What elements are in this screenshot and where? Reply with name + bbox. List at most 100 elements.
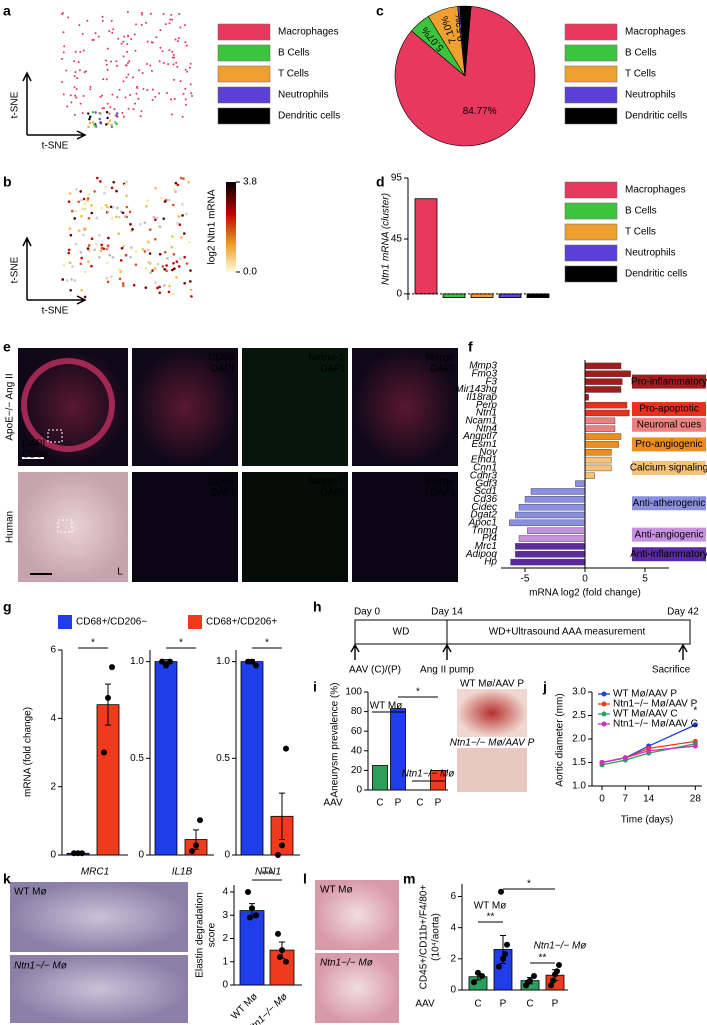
tsne-dot — [114, 121, 117, 124]
tsne-dot — [105, 63, 108, 66]
tsne-dot — [61, 12, 64, 15]
image — [242, 348, 348, 466]
tsne-dot — [174, 38, 177, 41]
tsne-dot — [105, 123, 108, 126]
tsne-dot — [170, 13, 173, 16]
data-point — [167, 658, 173, 665]
tsne-dot — [158, 285, 161, 289]
y-tick-label: 4 — [450, 922, 456, 933]
gene-label: Adipoq — [465, 549, 498, 560]
stain-label: Netrin-1 — [308, 477, 344, 488]
annotation: *** — [261, 870, 273, 881]
data-point — [283, 958, 289, 965]
tsne-dot — [78, 69, 81, 72]
image-label: Ntn1−/− Mø/AAV P — [450, 738, 535, 749]
tsne-dot — [179, 26, 182, 29]
bar — [510, 558, 586, 566]
vessel-ring — [21, 358, 115, 452]
tsne-dot — [98, 256, 101, 259]
tsne-dot — [125, 76, 128, 79]
tsne-dot — [177, 215, 181, 218]
tsne-dot — [125, 64, 128, 67]
y-tick-label: 0 — [396, 289, 402, 300]
bar — [240, 661, 264, 856]
tsne-dot — [168, 49, 171, 52]
tsne-dot — [171, 203, 175, 207]
bar — [584, 362, 622, 370]
tsne-dot — [190, 295, 193, 298]
tsne-dot — [140, 11, 143, 14]
tsne-dot — [158, 60, 161, 63]
tsne-dot — [172, 53, 175, 56]
group-label: Anti-atherogenic — [633, 498, 706, 509]
tsne-dot — [141, 71, 144, 74]
tsne-dot — [104, 203, 108, 207]
image — [315, 880, 399, 950]
tsne-dot — [89, 115, 92, 118]
legend-label: Dendritic cells — [625, 269, 687, 280]
legend-marker — [601, 701, 607, 707]
group-box — [632, 374, 706, 389]
tsne-dot — [183, 255, 186, 259]
gene-label: Tnmd — [471, 525, 497, 536]
tsne-dot — [154, 218, 157, 222]
image-label: Ntn1−/− Mø — [320, 958, 373, 969]
legend-label: T Cells — [625, 227, 656, 238]
tsne-dot — [181, 202, 184, 206]
legend-swatch — [564, 181, 618, 199]
tsne-dot — [111, 256, 115, 259]
bar — [584, 409, 630, 417]
tsne-dot — [101, 94, 104, 97]
gene-label: Mir143hg — [455, 384, 497, 395]
tsne-dot — [106, 68, 109, 71]
data-point — [193, 842, 199, 849]
panel-letter: i — [313, 679, 317, 695]
tsne-dot — [164, 23, 167, 26]
legend-label: WT Mø/AAV C — [613, 709, 678, 720]
stain-label: CD68 — [208, 477, 234, 488]
tsne-dot — [167, 290, 171, 294]
tsne-dot — [74, 210, 78, 213]
axis-label: CD45+/CD11b+/F4/80+ — [419, 885, 430, 990]
tsne-dot — [108, 253, 111, 257]
tsne-dot — [124, 254, 128, 257]
legend-label: Neutrophils — [625, 90, 676, 101]
gene-label: Mmp3 — [469, 361, 497, 372]
axis-label: Aneurysm prevalence (%) — [330, 682, 341, 797]
tsne-dot — [106, 116, 109, 120]
panel-letter: g — [3, 599, 12, 615]
tsne-dot — [162, 62, 165, 65]
legend-swatch — [564, 244, 618, 262]
legend-label: B Cells — [625, 206, 657, 217]
bar — [414, 198, 438, 295]
day-label: Day 42 — [667, 607, 699, 618]
tsne-dot — [172, 78, 175, 81]
tsne-dot — [130, 37, 133, 40]
data-point — [253, 912, 259, 919]
group-label: Ntn1−/− Mø — [402, 769, 455, 780]
tsne-dot — [80, 288, 83, 292]
y-tick-label: 0 — [138, 850, 144, 861]
tsne-dot — [82, 197, 86, 201]
tsne-dot — [122, 115, 125, 118]
tsne-dot — [145, 21, 148, 24]
legend-swatch — [564, 202, 618, 220]
tsne-dot — [100, 246, 104, 250]
tsne-dot — [107, 236, 110, 240]
stain-label: DAPI — [211, 364, 234, 375]
tsne-dot — [120, 246, 124, 250]
tsne-dot — [188, 66, 191, 69]
tsne-dot — [176, 183, 180, 187]
bar — [584, 417, 616, 425]
tsne-dot — [87, 193, 91, 196]
tsne-dot — [121, 211, 125, 215]
tsne-dot — [111, 31, 114, 34]
tsne-dot — [170, 245, 174, 249]
y-tick-label: 1 — [222, 956, 228, 967]
tsne-dot — [115, 122, 118, 126]
tsne-dot — [84, 207, 87, 211]
tsne-dot — [171, 18, 174, 21]
y-tick-label: 2.0 — [572, 734, 586, 745]
tsne-dot — [124, 96, 127, 99]
x-tick-label: 5 — [642, 574, 648, 585]
